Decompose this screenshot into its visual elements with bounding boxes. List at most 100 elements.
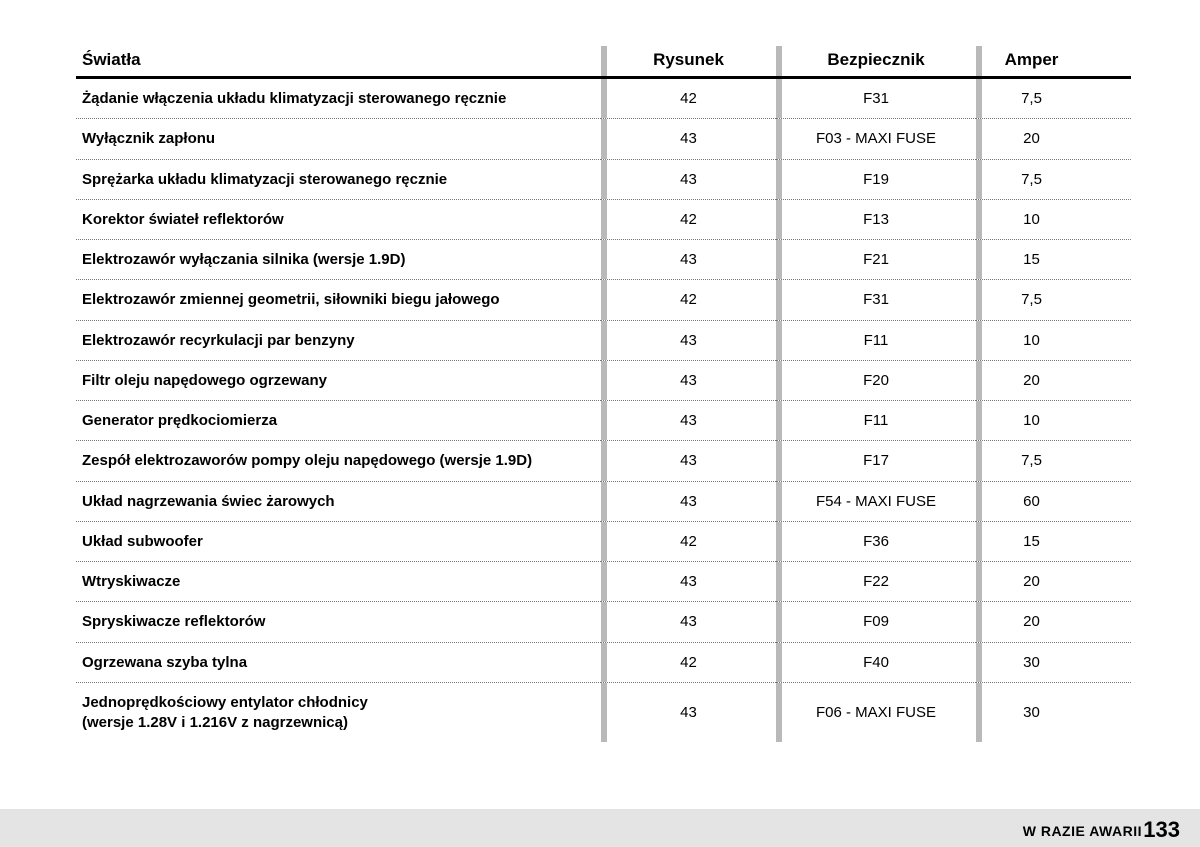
cell-rysunek: 43 <box>601 159 776 199</box>
cell-rysunek: 43 <box>601 562 776 602</box>
column-separator-icon <box>601 602 607 641</box>
cell-swiatla: Korektor świateł reflektorów <box>76 199 601 239</box>
cell-rysunek: 42 <box>601 199 776 239</box>
cell-rysunek: 43 <box>601 682 776 742</box>
column-separator-icon <box>601 119 607 158</box>
column-separator-icon <box>601 160 607 199</box>
cell-amper: 30 <box>976 682 1131 742</box>
cell-rysunek-value: 43 <box>680 493 697 510</box>
column-separator-icon <box>976 160 982 199</box>
column-separator-icon <box>976 602 982 641</box>
cell-amper-value: 20 <box>1023 613 1040 630</box>
cell-bezpiecznik: F36 <box>776 521 976 561</box>
cell-amper-value: 7,5 <box>1021 171 1042 188</box>
table-row: Układ subwoofer42F3615 <box>76 521 1131 561</box>
column-separator-icon <box>776 441 782 480</box>
cell-swiatla: Sprężarka układu klimatyzacji sterowaneg… <box>76 159 601 199</box>
col-header-bezpiecznik: Bezpiecznik <box>776 46 976 78</box>
column-separator-icon <box>776 321 782 360</box>
cell-rysunek: 43 <box>601 441 776 481</box>
footer-page-number: 133 <box>1143 817 1180 843</box>
column-separator-icon <box>776 119 782 158</box>
table-row: Elektrozawór zmiennej geometrii, siłowni… <box>76 280 1131 320</box>
column-separator-icon <box>776 602 782 641</box>
table-body: Żądanie włączenia układu klimatyzacji st… <box>76 78 1131 743</box>
cell-swiatla: Elektrozawór wyłączania silnika (wersje … <box>76 240 601 280</box>
table-row: Elektrozawór recyrkulacji par benzyny43F… <box>76 320 1131 360</box>
table-row: Spryskiwacze reflektorów43F0920 <box>76 602 1131 642</box>
cell-amper-value: 30 <box>1023 654 1040 671</box>
cell-rysunek-value: 43 <box>680 704 697 721</box>
cell-amper-value: 15 <box>1023 533 1040 550</box>
cell-amper-value: 15 <box>1023 251 1040 268</box>
cell-rysunek-value: 42 <box>680 291 697 308</box>
column-separator-icon <box>976 643 982 682</box>
column-separator-icon <box>976 482 982 521</box>
cell-amper: 10 <box>976 320 1131 360</box>
table-row: Wyłącznik zapłonu43F03 - MAXI FUSE20 <box>76 119 1131 159</box>
table-row: Filtr oleju napędowego ogrzewany43F2020 <box>76 360 1131 400</box>
cell-amper: 20 <box>976 360 1131 400</box>
cell-bezpiecznik: F11 <box>776 401 976 441</box>
column-separator-icon <box>601 683 607 743</box>
cell-bezpiecznik: F54 - MAXI FUSE <box>776 481 976 521</box>
cell-amper: 10 <box>976 401 1131 441</box>
cell-amper: 7,5 <box>976 78 1131 119</box>
cell-amper-value: 20 <box>1023 130 1040 147</box>
cell-rysunek: 43 <box>601 401 776 441</box>
cell-swiatla: Elektrozawór zmiennej geometrii, siłowni… <box>76 280 601 320</box>
column-separator-icon <box>976 522 982 561</box>
cell-rysunek: 43 <box>601 320 776 360</box>
cell-bezpiecznik-value: F03 - MAXI FUSE <box>816 130 936 147</box>
cell-amper: 15 <box>976 240 1131 280</box>
col-header-rysunek: Rysunek <box>601 46 776 78</box>
column-separator-icon <box>601 401 607 440</box>
cell-swiatla: Wtryskiwacze <box>76 562 601 602</box>
cell-rysunek-value: 43 <box>680 412 697 429</box>
table-header: Światła Rysunek Bezpiecznik Amper <box>76 46 1131 78</box>
column-separator-icon <box>976 240 982 279</box>
cell-bezpiecznik: F19 <box>776 159 976 199</box>
cell-bezpiecznik: F22 <box>776 562 976 602</box>
cell-rysunek: 43 <box>601 119 776 159</box>
column-separator-icon <box>776 522 782 561</box>
column-separator-icon <box>601 200 607 239</box>
column-separator-icon <box>776 46 782 76</box>
cell-bezpiecznik-value: F20 <box>863 372 889 389</box>
cell-bezpiecznik-value: F09 <box>863 613 889 630</box>
cell-bezpiecznik-value: F06 - MAXI FUSE <box>816 704 936 721</box>
col-header-label: Rysunek <box>653 50 724 69</box>
cell-bezpiecznik-value: F19 <box>863 171 889 188</box>
column-separator-icon <box>976 401 982 440</box>
column-separator-icon <box>601 280 607 319</box>
cell-bezpiecznik-value: F54 - MAXI FUSE <box>816 493 936 510</box>
cell-bezpiecznik: F31 <box>776 78 976 119</box>
column-separator-icon <box>776 240 782 279</box>
column-separator-icon <box>601 643 607 682</box>
cell-amper: 15 <box>976 521 1131 561</box>
column-separator-icon <box>601 321 607 360</box>
cell-swiatla: Zespół elektrozaworów pompy oleju napędo… <box>76 441 601 481</box>
fuse-table: Światła Rysunek Bezpiecznik Amper Żądani… <box>76 46 1131 742</box>
cell-bezpiecznik-value: F31 <box>863 291 889 308</box>
cell-rysunek-value: 43 <box>680 372 697 389</box>
col-header-swiatla: Światła <box>76 46 601 78</box>
table-row: Zespół elektrozaworów pompy oleju napędo… <box>76 441 1131 481</box>
cell-bezpiecznik: F06 - MAXI FUSE <box>776 682 976 742</box>
col-header-label: Amper <box>1005 50 1059 69</box>
column-separator-icon <box>776 79 782 118</box>
cell-amper-value: 10 <box>1023 412 1040 429</box>
cell-rysunek: 42 <box>601 521 776 561</box>
cell-amper: 60 <box>976 481 1131 521</box>
column-separator-icon <box>776 280 782 319</box>
table-row: Układ nagrzewania świec żarowych43F54 - … <box>76 481 1131 521</box>
cell-bezpiecznik: F03 - MAXI FUSE <box>776 119 976 159</box>
column-separator-icon <box>976 441 982 480</box>
cell-bezpiecznik-value: F22 <box>863 573 889 590</box>
cell-rysunek: 43 <box>601 240 776 280</box>
col-header-label: Bezpiecznik <box>827 50 924 69</box>
cell-bezpiecznik: F20 <box>776 360 976 400</box>
cell-swiatla: Elektrozawór recyrkulacji par benzyny <box>76 320 601 360</box>
cell-rysunek-value: 43 <box>680 573 697 590</box>
column-separator-icon <box>976 200 982 239</box>
